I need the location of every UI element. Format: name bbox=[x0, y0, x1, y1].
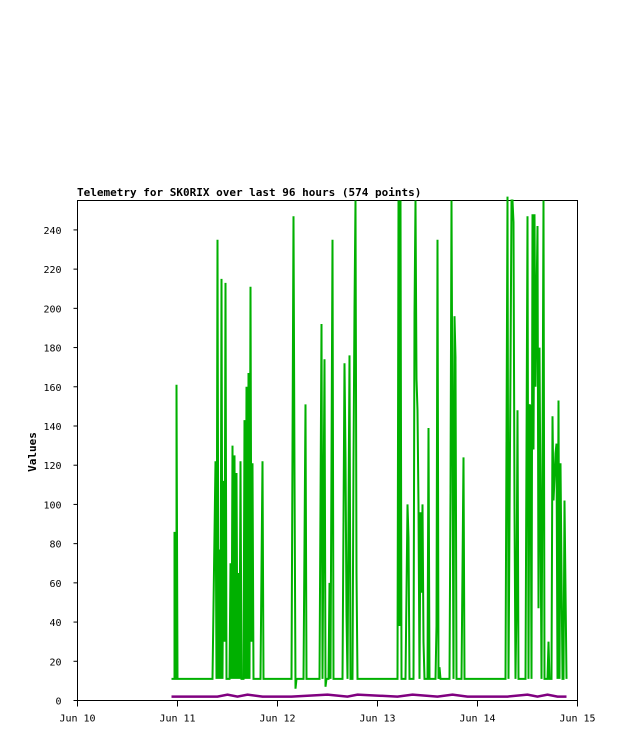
y-tick-label: 60 bbox=[49, 579, 61, 590]
x-tick-label: Jun 14 bbox=[459, 714, 495, 725]
y-tick-label: 80 bbox=[49, 540, 61, 551]
y-axis-title: Values bbox=[26, 432, 39, 472]
y-tick-label: 40 bbox=[49, 618, 61, 629]
y-tick-label: 20 bbox=[49, 657, 61, 668]
x-tick-label: Jun 10 bbox=[59, 714, 95, 725]
chart-title: Telemetry for SK0RIX over last 96 hours … bbox=[77, 186, 421, 199]
series-1-line bbox=[171, 196, 568, 689]
y-tick-label: 200 bbox=[43, 304, 61, 315]
y-tick-label: 160 bbox=[43, 383, 61, 394]
x-axis: Jun 10 Jun 11 Jun 12 Jun 13 Jun 14 Jun 15 bbox=[59, 700, 596, 725]
x-tick-label: Jun 13 bbox=[359, 714, 395, 725]
x-tick-label: Jun 15 bbox=[559, 714, 595, 725]
series-2-line bbox=[171, 693, 567, 698]
x-tick-label: Jun 12 bbox=[259, 714, 295, 725]
plot-area-frame bbox=[77, 200, 578, 701]
y-tick-label: 220 bbox=[43, 265, 61, 276]
y-tick-label: 100 bbox=[43, 500, 61, 511]
y-tick-label: 0 bbox=[55, 697, 61, 708]
series-layer bbox=[171, 196, 568, 698]
y-axis: 0 20 40 60 80 100 120 140 160 180 200 220 240 bbox=[43, 226, 78, 708]
x-tick-label: Jun 11 bbox=[159, 714, 195, 725]
y-tick-label: 180 bbox=[43, 344, 61, 355]
y-tick-label: 120 bbox=[43, 461, 61, 472]
y-tick-label: 240 bbox=[43, 226, 61, 237]
y-tick-label: 140 bbox=[43, 422, 61, 433]
